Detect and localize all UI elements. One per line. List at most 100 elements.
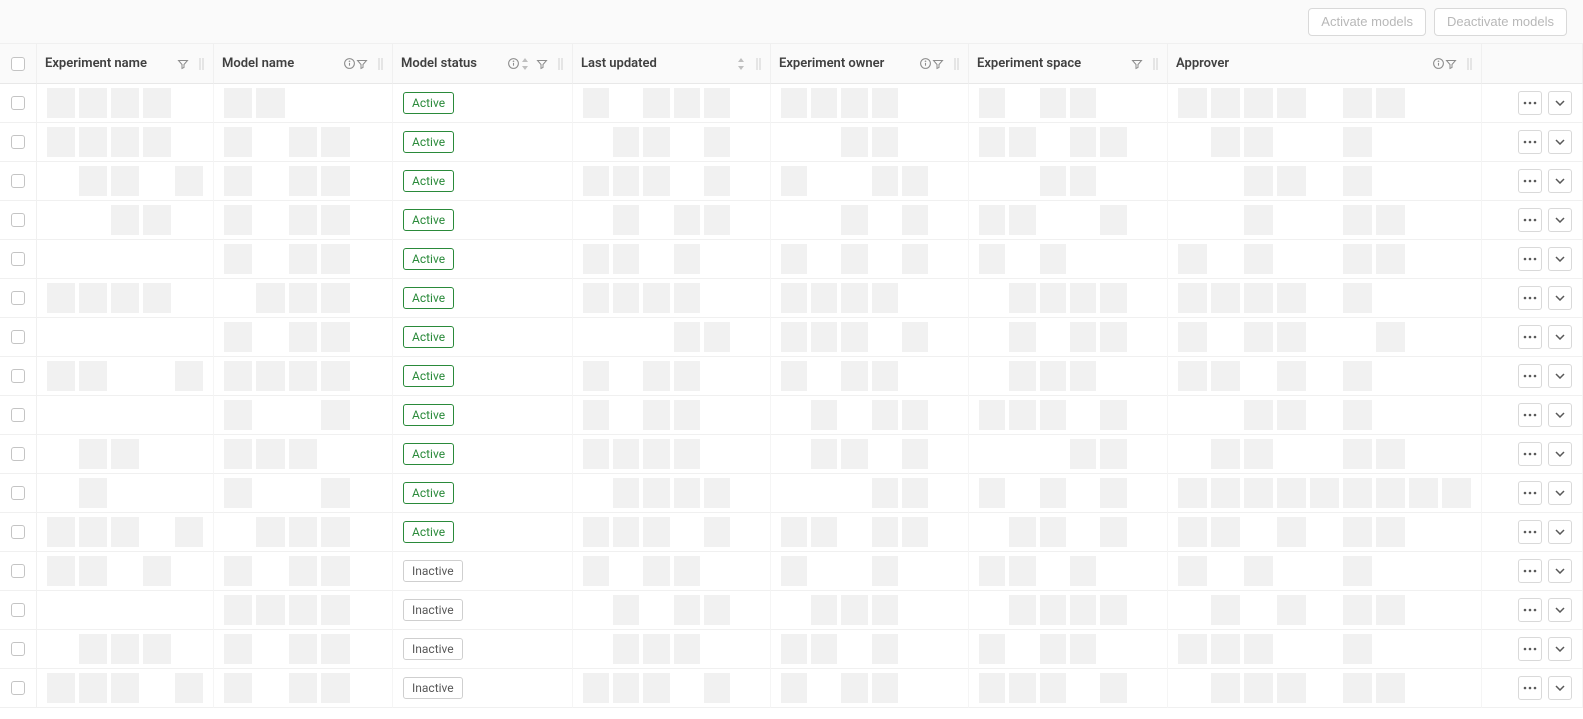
cell-actions — [1482, 669, 1583, 708]
row-checkbox[interactable] — [11, 408, 25, 422]
row-checkbox[interactable] — [11, 486, 25, 500]
column-header-checkbox[interactable] — [0, 44, 37, 84]
resize-handle-icon[interactable] — [378, 56, 384, 72]
row-checkbox[interactable] — [11, 330, 25, 344]
info-icon[interactable] — [919, 57, 932, 70]
row-checkbox[interactable] — [11, 681, 25, 695]
row-checkbox[interactable] — [11, 447, 25, 461]
more-actions-button[interactable] — [1518, 637, 1542, 661]
resize-handle-icon[interactable] — [954, 56, 960, 72]
expand-row-button[interactable] — [1548, 364, 1572, 388]
column-header-experiment_name[interactable]: Experiment name — [37, 44, 214, 84]
row-checkbox-cell — [0, 201, 37, 240]
row-checkbox[interactable] — [11, 291, 25, 305]
cell-experiment-name — [37, 474, 214, 513]
filter-icon[interactable] — [536, 58, 548, 70]
cell-model-name — [214, 279, 393, 318]
cell-approver — [1168, 162, 1482, 201]
expand-row-button[interactable] — [1548, 442, 1572, 466]
cell-model-name — [214, 552, 393, 591]
select-all-checkbox[interactable] — [11, 57, 25, 71]
redacted-content — [979, 435, 1157, 473]
status-badge: Inactive — [403, 599, 463, 621]
expand-row-button[interactable] — [1548, 130, 1572, 154]
more-actions-button[interactable] — [1518, 208, 1542, 232]
activate-models-button[interactable]: Activate models — [1308, 8, 1426, 36]
redacted-content — [583, 669, 760, 707]
more-actions-button[interactable] — [1518, 598, 1542, 622]
row-checkbox[interactable] — [11, 96, 25, 110]
filter-icon[interactable] — [356, 58, 368, 70]
expand-row-button[interactable] — [1548, 637, 1572, 661]
row-checkbox[interactable] — [11, 135, 25, 149]
cell-experiment-space — [969, 630, 1168, 669]
filter-icon[interactable] — [1131, 58, 1143, 70]
sort-icon[interactable] — [520, 58, 530, 70]
more-actions-button[interactable] — [1518, 481, 1542, 505]
more-actions-button[interactable] — [1518, 91, 1542, 115]
more-actions-button[interactable] — [1518, 169, 1542, 193]
expand-row-button[interactable] — [1548, 325, 1572, 349]
redacted-content — [583, 435, 760, 473]
more-actions-button[interactable] — [1518, 403, 1542, 427]
resize-handle-icon[interactable] — [558, 56, 564, 72]
filter-icon[interactable] — [1445, 58, 1457, 70]
cell-experiment-space — [969, 84, 1168, 123]
row-checkbox[interactable] — [11, 213, 25, 227]
row-checkbox[interactable] — [11, 564, 25, 578]
redacted-content — [781, 513, 958, 551]
row-checkbox[interactable] — [11, 603, 25, 617]
expand-row-button[interactable] — [1548, 286, 1572, 310]
expand-row-button[interactable] — [1548, 520, 1572, 544]
column-header-actions[interactable] — [1482, 44, 1583, 84]
deactivate-models-button[interactable]: Deactivate models — [1434, 8, 1567, 36]
row-checkbox[interactable] — [11, 252, 25, 266]
more-actions-button[interactable] — [1518, 676, 1542, 700]
row-checkbox-cell — [0, 435, 37, 474]
redacted-content — [781, 591, 958, 629]
filter-icon[interactable] — [932, 58, 944, 70]
resize-handle-icon[interactable] — [199, 56, 205, 72]
cell-actions — [1482, 123, 1583, 162]
column-header-experiment_owner[interactable]: Experiment owner — [771, 44, 969, 84]
expand-row-button[interactable] — [1548, 247, 1572, 271]
expand-row-button[interactable] — [1548, 91, 1572, 115]
more-actions-button[interactable] — [1518, 364, 1542, 388]
more-actions-button[interactable] — [1518, 247, 1542, 271]
redacted-content — [224, 396, 382, 434]
column-header-model_status[interactable]: Model status — [393, 44, 573, 84]
expand-row-button[interactable] — [1548, 403, 1572, 427]
expand-row-button[interactable] — [1548, 481, 1572, 505]
cell-experiment-name — [37, 162, 214, 201]
column-header-model_name[interactable]: Model name — [214, 44, 393, 84]
info-icon[interactable] — [507, 57, 520, 70]
info-icon[interactable] — [343, 57, 356, 70]
row-checkbox[interactable] — [11, 525, 25, 539]
sort-icon[interactable] — [736, 58, 746, 70]
redacted-content — [979, 474, 1157, 512]
row-checkbox[interactable] — [11, 642, 25, 656]
expand-row-button[interactable] — [1548, 676, 1572, 700]
row-checkbox[interactable] — [11, 369, 25, 383]
info-icon[interactable] — [1432, 57, 1445, 70]
expand-row-button[interactable] — [1548, 559, 1572, 583]
redacted-content — [979, 201, 1157, 239]
resize-handle-icon[interactable] — [1467, 56, 1473, 72]
filter-icon[interactable] — [177, 58, 189, 70]
row-checkbox[interactable] — [11, 174, 25, 188]
column-header-approver[interactable]: Approver — [1168, 44, 1482, 84]
resize-handle-icon[interactable] — [1153, 56, 1159, 72]
resize-handle-icon[interactable] — [756, 56, 762, 72]
expand-row-button[interactable] — [1548, 208, 1572, 232]
more-actions-button[interactable] — [1518, 442, 1542, 466]
more-actions-button[interactable] — [1518, 559, 1542, 583]
redacted-content — [781, 669, 958, 707]
expand-row-button[interactable] — [1548, 598, 1572, 622]
more-actions-button[interactable] — [1518, 130, 1542, 154]
more-actions-button[interactable] — [1518, 286, 1542, 310]
column-header-experiment_space[interactable]: Experiment space — [969, 44, 1168, 84]
expand-row-button[interactable] — [1548, 169, 1572, 193]
column-header-last_updated[interactable]: Last updated — [573, 44, 771, 84]
more-actions-button[interactable] — [1518, 520, 1542, 544]
more-actions-button[interactable] — [1518, 325, 1542, 349]
